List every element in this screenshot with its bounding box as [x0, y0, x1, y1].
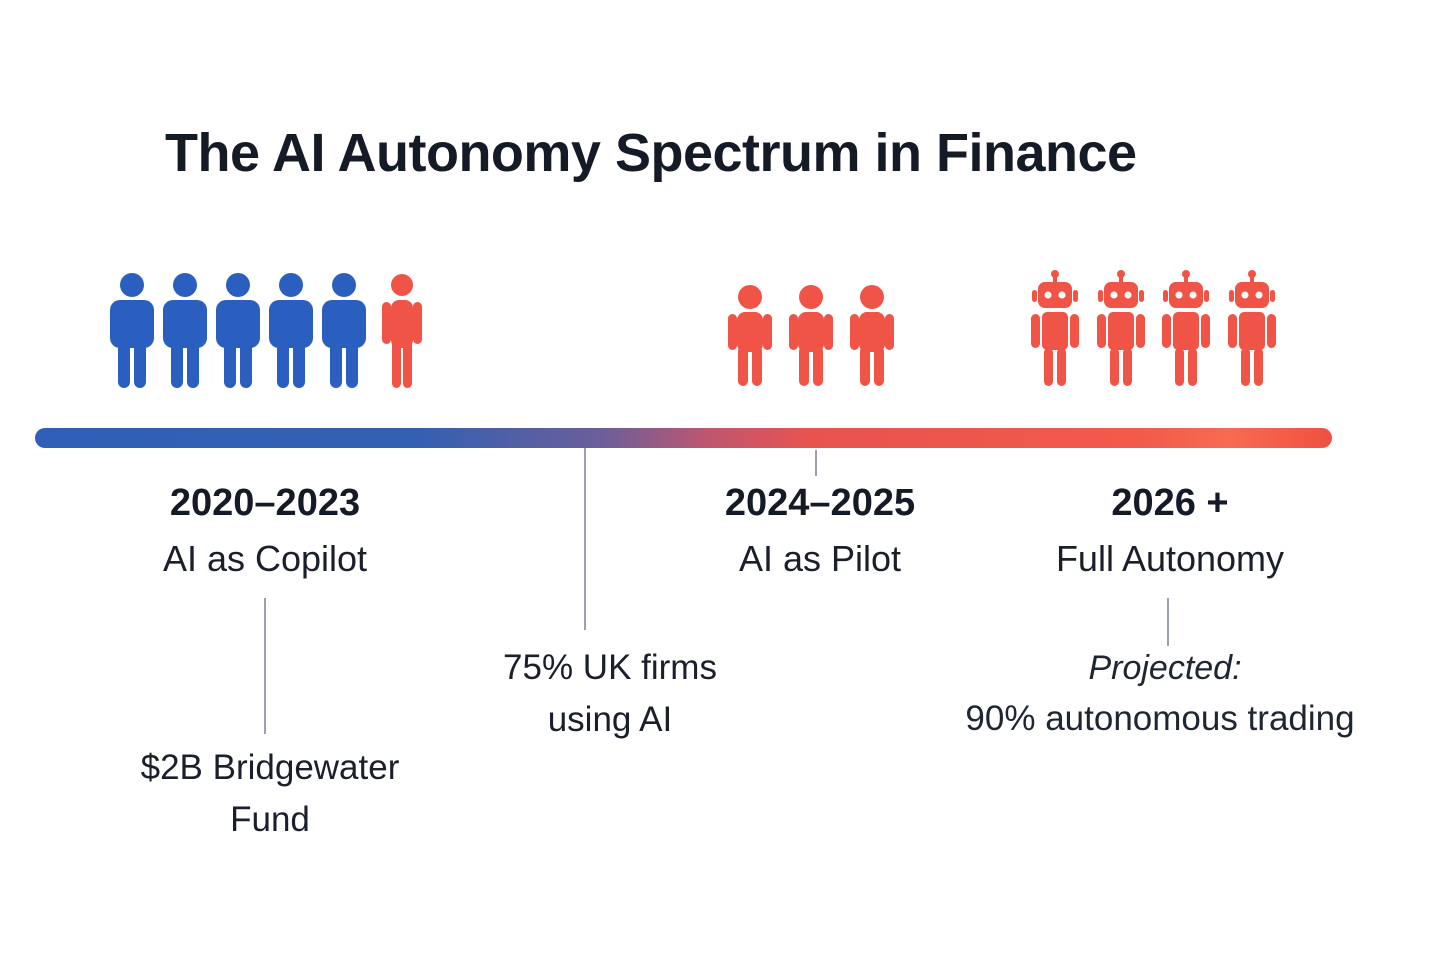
autonomy-note: 90% autonomous trading	[965, 699, 1355, 738]
copilot-icon-group	[110, 270, 430, 390]
autonomy-robot-icons	[1031, 270, 1276, 386]
copilot-note-line: Fund	[230, 800, 310, 839]
milestone-note: 75% UK firms using AI	[460, 642, 760, 746]
pilot-people-icons	[728, 285, 894, 386]
timeline-bar	[35, 428, 1332, 448]
robot-icon	[1162, 270, 1210, 386]
human-blue-icon	[269, 273, 313, 388]
robot-icon	[1097, 270, 1145, 386]
human-red-icon	[850, 285, 894, 386]
robot-icon	[1031, 270, 1079, 386]
human-red-icon	[728, 285, 772, 386]
diagram-title: The AI Autonomy Spectrum in Finance	[165, 123, 1137, 183]
copilot-note: $2B Bridgewater Fund	[100, 742, 440, 846]
human-red-icon	[382, 274, 422, 388]
pilot-icon-group	[722, 270, 902, 390]
pilot-label: AI as Pilot	[738, 538, 902, 579]
copilot-label: AI as Copilot	[162, 538, 368, 579]
human-red-icon	[789, 285, 833, 386]
human-blue-icon	[322, 273, 366, 388]
autonomy-note-connector	[1167, 598, 1169, 646]
human-blue-icon	[163, 273, 207, 388]
robot-icon	[1228, 270, 1276, 386]
human-blue-icon	[216, 273, 260, 388]
milestone-connector	[584, 448, 586, 630]
copilot-people-icons	[110, 273, 422, 388]
milestone-note-line: 75% UK firms	[503, 648, 717, 687]
pilot-connector	[815, 450, 817, 476]
autonomy-note-label: Projected:	[1088, 649, 1242, 687]
copilot-note-connector	[264, 598, 266, 734]
copilot-note-line: $2B Bridgewater	[140, 748, 400, 787]
milestone-note-line: using AI	[547, 700, 673, 739]
autonomy-icon-group	[1026, 270, 1288, 390]
copilot-years: 2020–2023	[169, 482, 361, 524]
autonomy-label: Full Autonomy	[1055, 538, 1285, 579]
autonomy-years: 2026 +	[1111, 482, 1229, 524]
pilot-years: 2024–2025	[724, 482, 916, 524]
human-blue-icon	[110, 273, 154, 388]
